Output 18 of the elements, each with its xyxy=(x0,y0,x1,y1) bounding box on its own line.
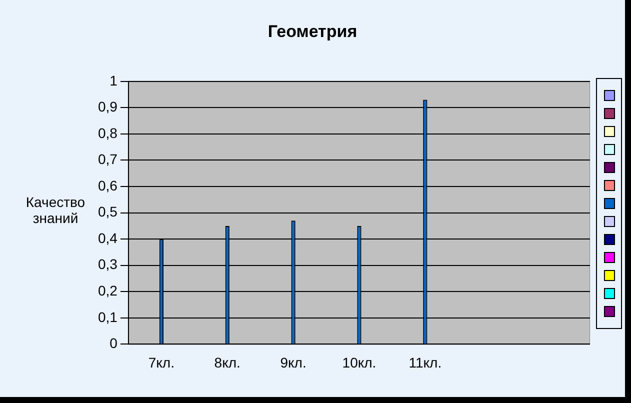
y-tick-label: 0,5 xyxy=(98,204,118,220)
y-tick-label: 0 xyxy=(110,335,118,352)
x-tick-label: 10кл. xyxy=(342,354,376,370)
y-axis-title: Качество знаний xyxy=(26,194,86,226)
y-tick-label: 0,9 xyxy=(98,98,118,115)
y-tick-label: 0,3 xyxy=(98,256,118,272)
y-tick-label: 1 xyxy=(110,72,118,88)
x-tick-label: 7кл. xyxy=(148,354,174,370)
chart-title: Геометрия xyxy=(266,22,358,42)
y-tick-label: 0,2 xyxy=(98,282,118,298)
y-tick-label: 0,4 xyxy=(98,230,118,246)
x-tick-label: 9кл. xyxy=(280,354,306,370)
y-tick-label: 0,8 xyxy=(98,124,118,141)
y-tick-label: 0,6 xyxy=(98,177,118,194)
x-tick-label: 11кл. xyxy=(408,354,442,370)
x-tick-label: 8кл. xyxy=(214,354,240,370)
y-tick-label: 0,7 xyxy=(98,151,118,168)
y-tick-label: 0,1 xyxy=(98,308,118,325)
